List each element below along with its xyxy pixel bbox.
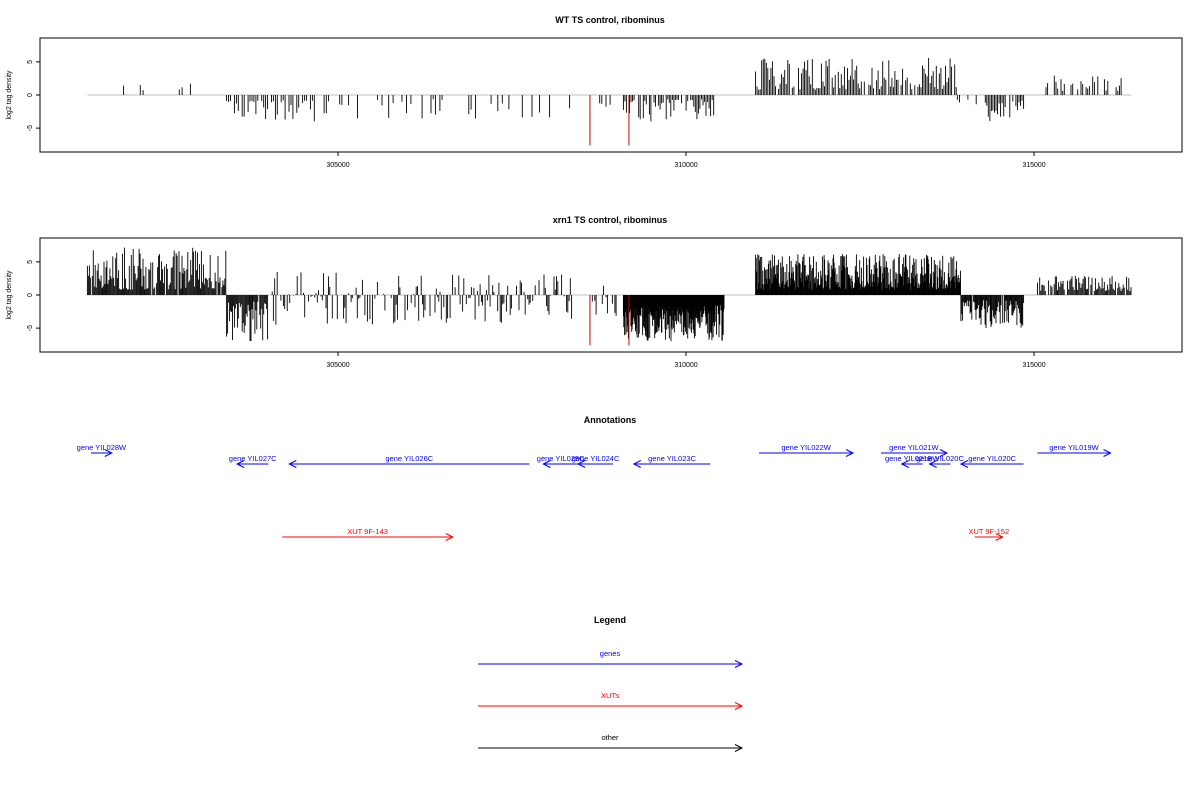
annotation-features: gene YIL028W gene YIL027C gene YIL026C gene… — [77, 443, 1112, 541]
gene-arrow — [632, 460, 711, 468]
wt-y-tick-label: -5 — [27, 125, 34, 131]
xrn1-y-tick-label: -5 — [27, 325, 34, 331]
gene-arrow — [880, 449, 949, 457]
xrn1-y-tick-label: 0 — [27, 293, 34, 297]
legend-genes-label: genes — [600, 649, 621, 658]
gene-arrow — [90, 449, 113, 457]
gene-label: gene YIL028W — [77, 443, 127, 452]
gene-label: gene YIL020C — [968, 454, 1016, 463]
gene-label: gene YIL021W — [889, 443, 939, 452]
legend-genes-arrow — [478, 660, 744, 668]
gene-arrow — [235, 460, 269, 468]
gene-arrow — [759, 449, 855, 457]
legend-XUTs-label: XUTs — [601, 691, 619, 700]
wt-y-tick-label: 5 — [27, 60, 34, 64]
gene-label: gene YIL024C — [572, 454, 620, 463]
gene-arrow — [577, 460, 613, 468]
gene-arrow — [900, 460, 923, 468]
wt-x-tick-label: 310000 — [674, 162, 697, 169]
legend-entries: genes XUTs other — [478, 649, 744, 752]
gene-label: gene YIL019W — [1049, 443, 1099, 452]
legend-XUTs-arrow — [478, 702, 744, 710]
xrn1-y-tick-label: 5 — [27, 260, 34, 264]
gene-arrow — [542, 460, 579, 468]
xrn1-density-panel: xrn1 TS control, ribominus log2 tag dens… — [6, 215, 1183, 369]
gene-label: gene YIL027C — [229, 454, 277, 463]
xrn1-x-tick-label: 310000 — [674, 362, 697, 369]
wt-axes: -5 0 5 305000 310000 315000 — [27, 60, 1046, 169]
gene-label: gene YIL025C — [537, 454, 585, 463]
gene-label: gene YIL021BW — [885, 454, 940, 463]
wt-x-tick-label: 305000 — [326, 162, 349, 169]
gene-arrow — [928, 460, 951, 468]
wt-y-tick-label: 0 — [27, 93, 34, 97]
legend-other-arrow — [478, 744, 744, 752]
wt-density-panel: WT TS control, ribominus log2 tag densit… — [6, 15, 1183, 169]
gene-label: gene YIL026C — [385, 454, 433, 463]
annotations-title: Annotations — [584, 415, 637, 425]
gene-label: gene YIL023C — [648, 454, 696, 463]
xrn1-bars — [86, 247, 1132, 346]
xrn1-y-axis-label: log2 tag density — [6, 270, 13, 320]
wt-bars — [87, 58, 1132, 146]
xrn1-x-tick-label: 305000 — [326, 362, 349, 369]
gene-label: gene YIL020C — [916, 454, 964, 463]
gene-arrow — [959, 460, 1024, 468]
legend-title: Legend — [594, 615, 626, 625]
gene-arrow — [1037, 449, 1112, 457]
gene-label: gene YIL022W — [781, 443, 831, 452]
xut-arrow — [974, 533, 1004, 541]
xut-label: XUT 9F-152 — [968, 527, 1009, 536]
xrn1-axes: -5 0 5 305000 310000 315000 — [27, 260, 1046, 369]
wt-y-axis-label: log2 tag density — [6, 70, 13, 120]
gene-arrow — [288, 460, 530, 468]
legend-panel: Legend genes XUTs other — [478, 615, 744, 752]
xrn1-panel-title: xrn1 TS control, ribominus — [553, 215, 668, 225]
wt-panel-title: WT TS control, ribominus — [555, 15, 665, 25]
xrn1-x-tick-label: 315000 — [1022, 362, 1045, 369]
xut-arrow — [282, 533, 454, 541]
xut-label: XUT 9F-143 — [347, 527, 388, 536]
wt-x-tick-label: 315000 — [1022, 162, 1045, 169]
legend-other-label: other — [601, 733, 619, 742]
